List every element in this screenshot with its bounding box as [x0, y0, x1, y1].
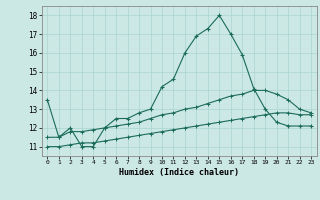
- X-axis label: Humidex (Indice chaleur): Humidex (Indice chaleur): [119, 168, 239, 177]
